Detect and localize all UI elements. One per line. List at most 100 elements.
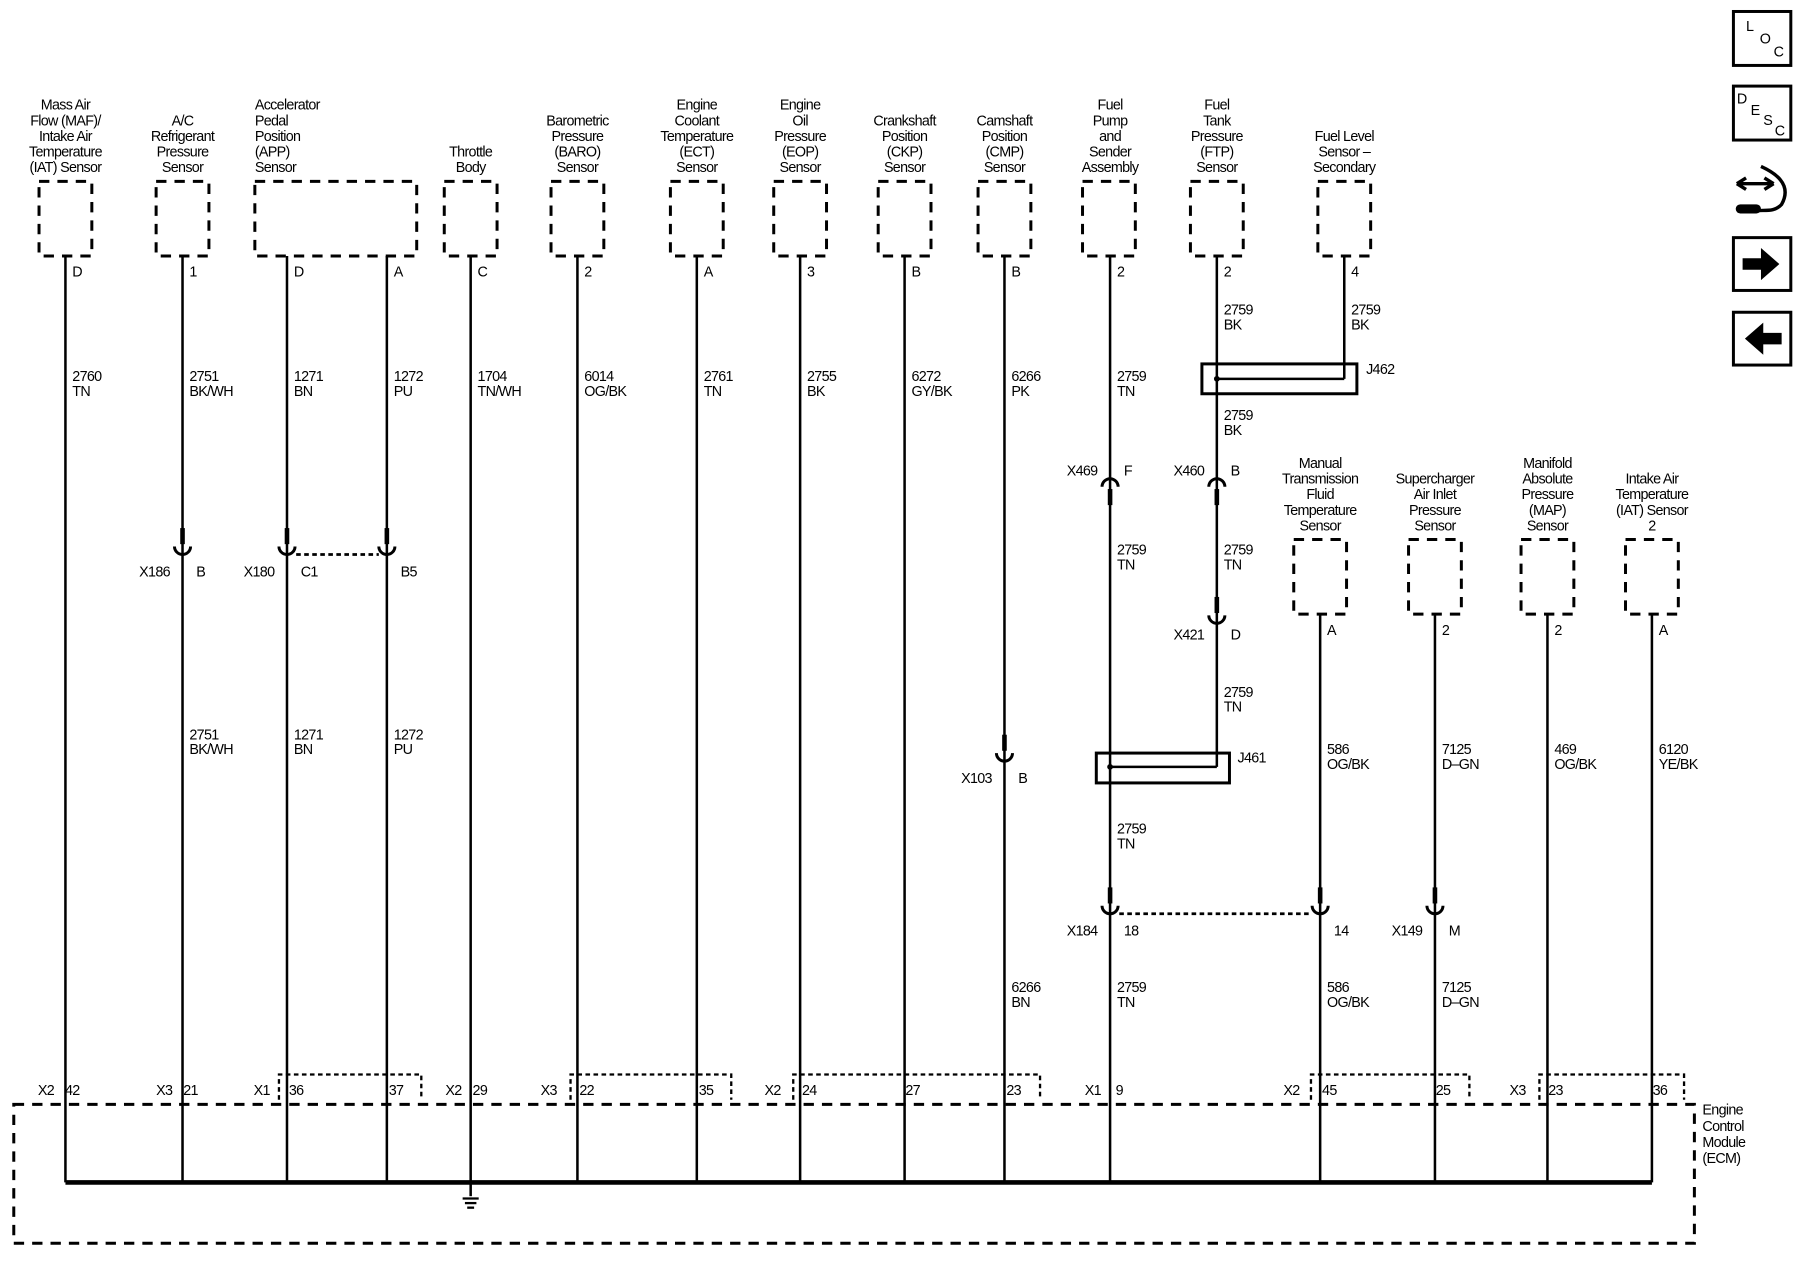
component-label: A/C (172, 113, 194, 129)
wire-color: PK (1011, 384, 1030, 400)
component-label: Body (456, 160, 487, 176)
inline-connector: 14 (1310, 887, 1350, 940)
ecm-pin-number: 23 (1548, 1083, 1563, 1099)
component-outline (976, 179, 1033, 258)
component-label: Pedal (255, 113, 289, 129)
ecm-pin-number: 36 (289, 1083, 304, 1099)
wire-color: TN (704, 384, 722, 400)
inline-connector: X149 M (1392, 887, 1461, 940)
circuit-number: 2759 (1117, 542, 1147, 558)
component-outline (1316, 179, 1373, 258)
next-button[interactable] (1731, 236, 1793, 292)
wire-color: BN (294, 384, 313, 400)
component-label: (MAP) (1529, 503, 1566, 519)
ecm-connector-name: X2 (1283, 1083, 1300, 1099)
component-label: Fuel Level (1315, 129, 1375, 145)
component-label: Tank (1203, 113, 1232, 129)
desc-letter: S (1763, 113, 1772, 129)
component-label: Fluid (1306, 487, 1334, 503)
component-label: (ECT) (679, 145, 714, 161)
wire-color: PU (394, 384, 413, 400)
desc-letter: C (1775, 123, 1785, 139)
loc-button[interactable]: LOC (1731, 9, 1793, 67)
component-outline (253, 179, 419, 258)
ecm-pin-number: 45 (1322, 1083, 1337, 1099)
component-label: Accelerator (255, 98, 321, 114)
component-outline (442, 179, 499, 258)
connector-end-view-button[interactable] (1735, 164, 1787, 214)
wire-color: TN (1117, 384, 1135, 400)
component-label: Sensor (779, 160, 821, 176)
ecm-pin-number: 23 (1006, 1083, 1021, 1099)
desc-button-frame[interactable] (1731, 84, 1793, 142)
circuit-number: 7125 (1442, 742, 1472, 758)
previous-button[interactable] (1731, 310, 1793, 367)
component-label: Oil (792, 113, 808, 129)
circuit-number: 469 (1554, 742, 1577, 758)
component-outline (668, 179, 725, 258)
component-label: Sensor (676, 160, 718, 176)
component-label: Throttle (449, 145, 493, 161)
loc-button-frame[interactable] (1731, 9, 1793, 67)
component-label: Sensor (1527, 518, 1569, 534)
component-label: Intake Air (39, 129, 93, 145)
circuit-number: 2759 (1224, 408, 1254, 424)
wire-color: BK/WH (189, 384, 233, 400)
component-label: Intake Air (1625, 472, 1679, 488)
circuit-number: 2759 (1117, 980, 1147, 996)
circuit-number: 2761 (704, 369, 734, 385)
circuit-number: 2759 (1224, 303, 1254, 319)
component-label: Sensor (1300, 518, 1342, 534)
ecm-connector-bracket (569, 1073, 733, 1100)
component-outline (1081, 179, 1137, 258)
circuit-number: 7125 (1442, 980, 1472, 996)
loc-letter: O (1760, 32, 1771, 48)
connector-pin: M (1449, 924, 1460, 940)
wrench-icon[interactable] (1735, 204, 1761, 214)
component-label: Pressure (552, 129, 605, 145)
pin-label: B (1011, 265, 1020, 281)
component-label: Pressure (1522, 487, 1575, 503)
component-label: (BARO) (554, 145, 600, 161)
component-outline (876, 179, 933, 258)
inline-connector: X469 F (1067, 463, 1134, 506)
component-label: Refrigerant (151, 129, 215, 145)
previous-arrow-icon[interactable] (1744, 322, 1782, 355)
connector-name: X469 (1067, 463, 1098, 479)
wire-color: OG/BK (584, 384, 627, 400)
circuit-number: 2751 (189, 369, 219, 385)
component-label: Temperature (660, 129, 734, 145)
wire-color: BK (807, 384, 826, 400)
next-arrow-icon[interactable] (1742, 247, 1780, 281)
ecm-pin-number: 27 (905, 1083, 920, 1099)
wire-labels: 2760TN2751BK/WH2751BK/WH1271BN1271BN1272… (72, 303, 1699, 1011)
component-outline (37, 179, 94, 258)
connector-name: X149 (1392, 924, 1423, 940)
component-label: Sensor (557, 160, 599, 176)
wire-color: BK (1351, 317, 1370, 333)
component-label: Position (882, 129, 928, 145)
splice-point (1213, 375, 1220, 382)
ecm-pin-number: 22 (579, 1083, 594, 1099)
component-label: Sensor (1414, 518, 1456, 534)
circuit-number: 586 (1327, 742, 1350, 758)
desc-letter: D (1737, 91, 1747, 107)
circuit-number: 2759 (1224, 542, 1254, 558)
connector-end-view-icon[interactable] (1735, 164, 1787, 213)
pin-label: 4 (1351, 265, 1359, 281)
wire-color: PU (394, 742, 413, 758)
connector-name: X180 (244, 564, 275, 580)
